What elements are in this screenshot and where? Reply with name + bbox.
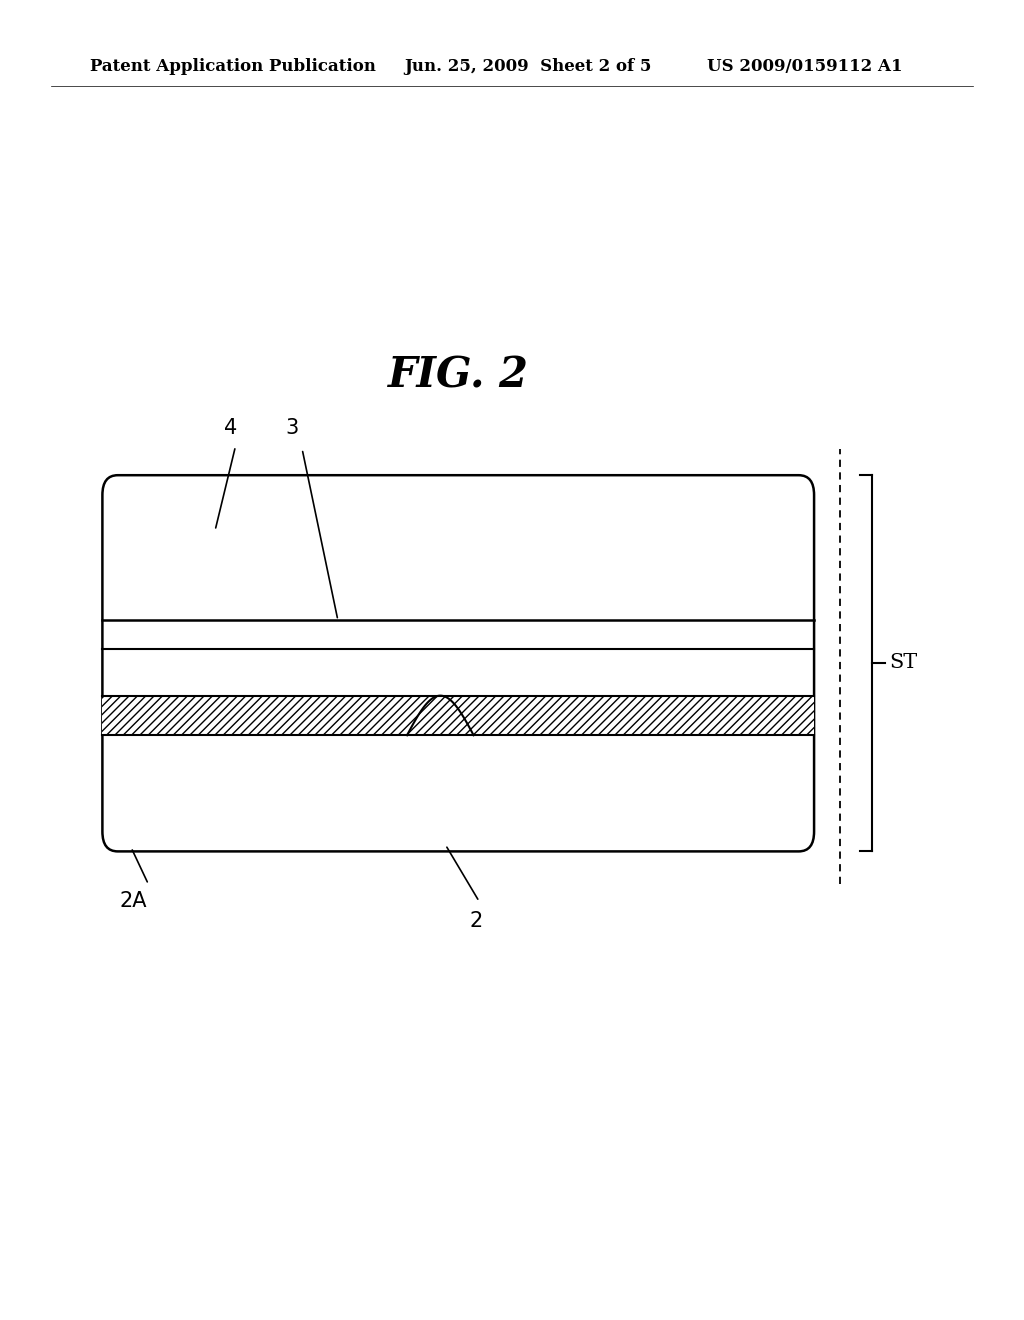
Text: FIG. 2: FIG. 2 <box>388 354 528 396</box>
Text: 2A: 2A <box>120 891 146 911</box>
Text: 4: 4 <box>224 418 237 438</box>
Text: Patent Application Publication: Patent Application Publication <box>90 58 376 75</box>
Text: ST: ST <box>889 653 918 672</box>
Bar <box>102 696 814 735</box>
Text: 3: 3 <box>286 418 298 438</box>
Text: Jun. 25, 2009  Sheet 2 of 5: Jun. 25, 2009 Sheet 2 of 5 <box>404 58 652 75</box>
Text: 2: 2 <box>470 911 482 931</box>
Text: US 2009/0159112 A1: US 2009/0159112 A1 <box>707 58 902 75</box>
FancyBboxPatch shape <box>102 475 814 851</box>
